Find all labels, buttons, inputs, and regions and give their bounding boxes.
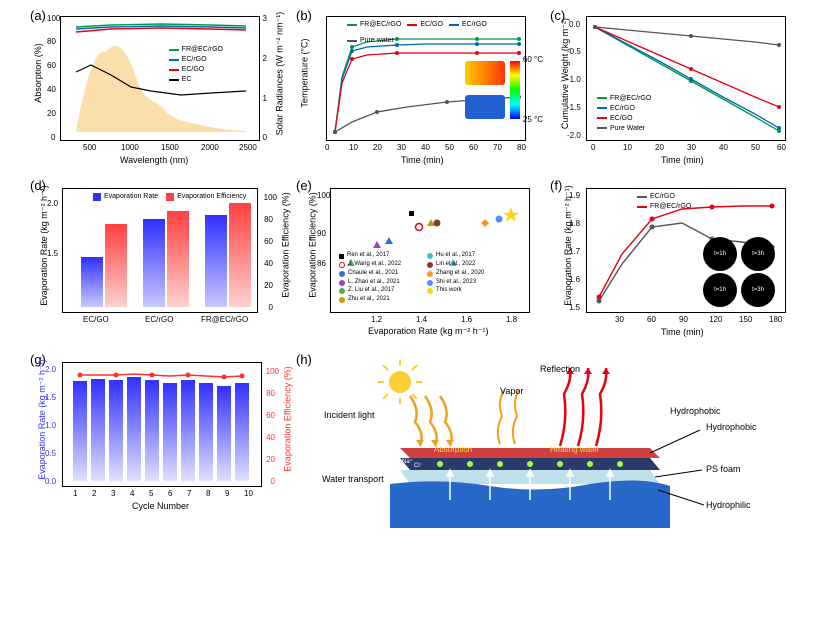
panel-label-e: (e): [296, 178, 312, 193]
chart-d: Evaporation Rate Evaporation Efficiency …: [62, 188, 258, 313]
thermal-inset-bottom: [465, 95, 505, 119]
chart-d-svg: [63, 189, 259, 314]
panel-label-f: (f): [550, 178, 562, 193]
label-hydrophilic: Hydrophilic: [706, 500, 751, 510]
chart-b: 60 °C 25 °C FR@EC/rGO EC/GO EC/rGO Pure …: [326, 16, 526, 141]
inset-f-2: t=3h: [741, 237, 775, 271]
label-na: Na⁺: [402, 458, 413, 465]
inset-f-3: t=1h: [703, 273, 737, 307]
panel-label-a: (a): [30, 8, 46, 23]
label-incident: Incident light: [324, 410, 375, 420]
chart-e: Ren et al., 2017 J. Wang et al., 2022 Ch…: [330, 188, 530, 313]
chart-g: 0.0 0.5 1.0 1.5 2.0 0 20 40 60 80 100 12…: [62, 362, 262, 487]
diagram-h: Incident light Vapor Reflection Hydropho…: [320, 360, 780, 530]
label-hydrophobic2: Hydrophobic: [706, 422, 757, 432]
label-absorption: Absorption: [434, 445, 472, 454]
chart-a: FR@EC/rGO EC/rGO EC/GO EC 100 80 60 40 2…: [60, 16, 260, 141]
label-reflection: Reflection: [540, 364, 580, 374]
chart-c: FR@EC/rGO EC/rGO EC/GO Pure Water 0.0 -0…: [586, 16, 786, 141]
chart-f: t=1h t=3h t=1h t=3h EC/rGO FR@EC/rGO 1.5…: [586, 188, 786, 313]
color-bar: [510, 61, 520, 119]
inset-f-1: t=1h: [703, 237, 737, 271]
panel-label-b: (b): [296, 8, 312, 23]
label-heating: Heating water: [550, 445, 599, 454]
label-cl: Cl⁻: [414, 462, 423, 469]
inset-f-4: t=3h: [741, 273, 775, 307]
chart-a-svg: [61, 17, 261, 142]
label-transport: Water transport: [322, 474, 384, 484]
chart-g-svg: [63, 363, 263, 488]
label-ps: PS foam: [706, 464, 741, 474]
label-hydrophobic: Hydrophobic: [670, 406, 721, 416]
panel-label-h: (h): [296, 352, 312, 367]
thermal-inset-top: [465, 61, 505, 85]
label-vapor: Vapor: [500, 386, 523, 396]
